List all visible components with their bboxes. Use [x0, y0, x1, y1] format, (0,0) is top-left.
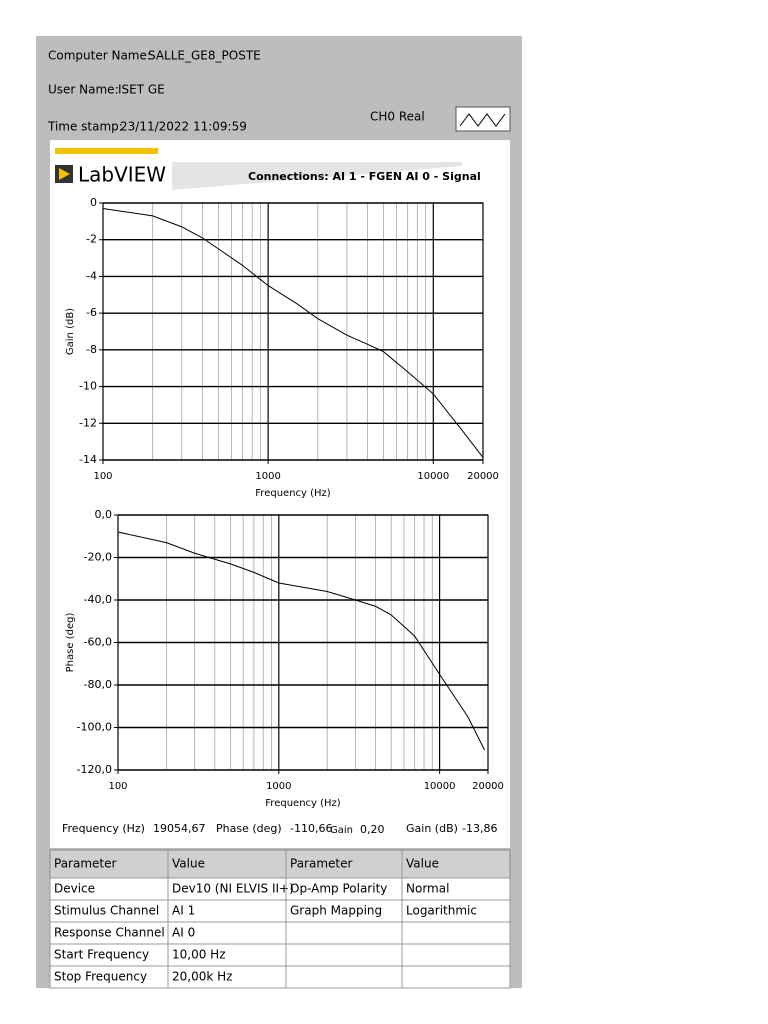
readout-phase-label: Phase (deg) — [216, 822, 282, 835]
x-tick-label: 20000 — [467, 471, 499, 482]
table-header-cell: Parameter — [54, 857, 116, 871]
user-name-label: User Name: — [48, 83, 119, 97]
x-tick-label: 100 — [108, 781, 127, 792]
x-axis-label: Frequency (Hz) — [255, 488, 331, 499]
y-tick-label: -6 — [86, 306, 97, 319]
y-tick-label: -120,0 — [77, 763, 112, 776]
table-header-cell: Parameter — [290, 857, 352, 871]
table-cell: Stop Frequency — [54, 970, 147, 984]
y-tick-label: -12 — [79, 416, 97, 429]
readout-gain: 0,20 — [360, 823, 385, 836]
x-tick-label: 1000 — [255, 471, 280, 482]
x-tick-label: 20000 — [472, 781, 504, 792]
readout-phase: -110,66 — [290, 822, 332, 835]
plot-area — [102, 202, 484, 461]
table-cell: Logarithmic — [406, 904, 477, 918]
readout-frequency-label: Frequency (Hz) — [62, 822, 145, 835]
table-row-bg — [49, 965, 511, 989]
x-axis-label: Frequency (Hz) — [265, 798, 341, 809]
y-tick-label: -4 — [86, 269, 97, 282]
computer-name-label: Computer Name: — [48, 49, 151, 63]
y-axis-label: Gain (dB) — [65, 308, 76, 355]
table-cell: 20,00k Hz — [172, 970, 232, 984]
x-tick-label: 10000 — [417, 471, 449, 482]
time-stamp: 23/11/2022 11:09:59 — [120, 120, 247, 134]
readout-gain-db-label: Gain (dB) — [406, 822, 458, 835]
data-line — [117, 531, 486, 751]
user-name: ISET GE — [118, 83, 165, 97]
table-cell: Op-Amp Polarity — [290, 882, 387, 896]
logo-text: LabVIEW — [78, 163, 166, 187]
y-tick-label: -80,0 — [84, 678, 112, 691]
table-cell: Graph Mapping — [290, 904, 382, 918]
table-cell: AI 0 — [172, 926, 195, 940]
y-tick-label: -100,0 — [77, 721, 112, 734]
waveform-icon — [455, 106, 511, 132]
y-tick-label: -40,0 — [84, 593, 112, 606]
parameter-table: Parameter Value Parameter Value Device Dev10 … — [49, 849, 511, 989]
readout-gain-label: Gain — [330, 825, 353, 836]
readout: Frequency (Hz) 19054,67 Phase (deg) -110… — [62, 822, 497, 836]
table-header-cell: Value — [172, 857, 205, 871]
connections: Connections: AI 1 - FGEN AI 0 - Signal — [248, 170, 481, 183]
readout-frequency: 19054,67 — [153, 822, 206, 835]
table-cell: AI 1 — [172, 904, 195, 918]
table-cell: Normal — [406, 882, 449, 896]
time-stamp-label: Time stamp: — [47, 120, 123, 134]
channel-label: CH0 Real — [370, 110, 425, 124]
y-tick-label: -10 — [79, 380, 97, 393]
y-tick-label: -60,0 — [84, 636, 112, 649]
table-header-cell: Value — [406, 857, 439, 871]
y-tick-label: 0 — [90, 196, 97, 209]
readout-gain-db: -13,86 — [462, 822, 497, 835]
y-tick-label: -8 — [86, 343, 97, 356]
x-tick-label: 10000 — [424, 781, 456, 792]
table-cell: Start Frequency — [54, 948, 149, 962]
table-header-bg — [49, 849, 511, 879]
table-cell: Response Channel — [54, 926, 165, 940]
table-cell: Dev10 (NI ELVIS II+) — [172, 882, 294, 896]
table-cell: Stimulus Channel — [54, 904, 159, 918]
y-axis-label: Phase (deg) — [65, 613, 76, 673]
y-tick-label: -2 — [86, 233, 97, 246]
table-cell: 10,00 Hz — [172, 948, 226, 962]
y-tick-label: 0,0 — [95, 508, 113, 521]
table-cell: Device — [54, 882, 95, 896]
y-tick-label: -14 — [79, 453, 97, 466]
x-tick-label: 100 — [93, 471, 112, 482]
computer-name: SALLE_GE8_POSTE — [148, 49, 261, 63]
data-line — [102, 208, 484, 458]
y-tick-label: -20,0 — [84, 551, 112, 564]
labview-logo: LabVIEW — [55, 148, 462, 190]
x-tick-label: 1000 — [266, 781, 291, 792]
